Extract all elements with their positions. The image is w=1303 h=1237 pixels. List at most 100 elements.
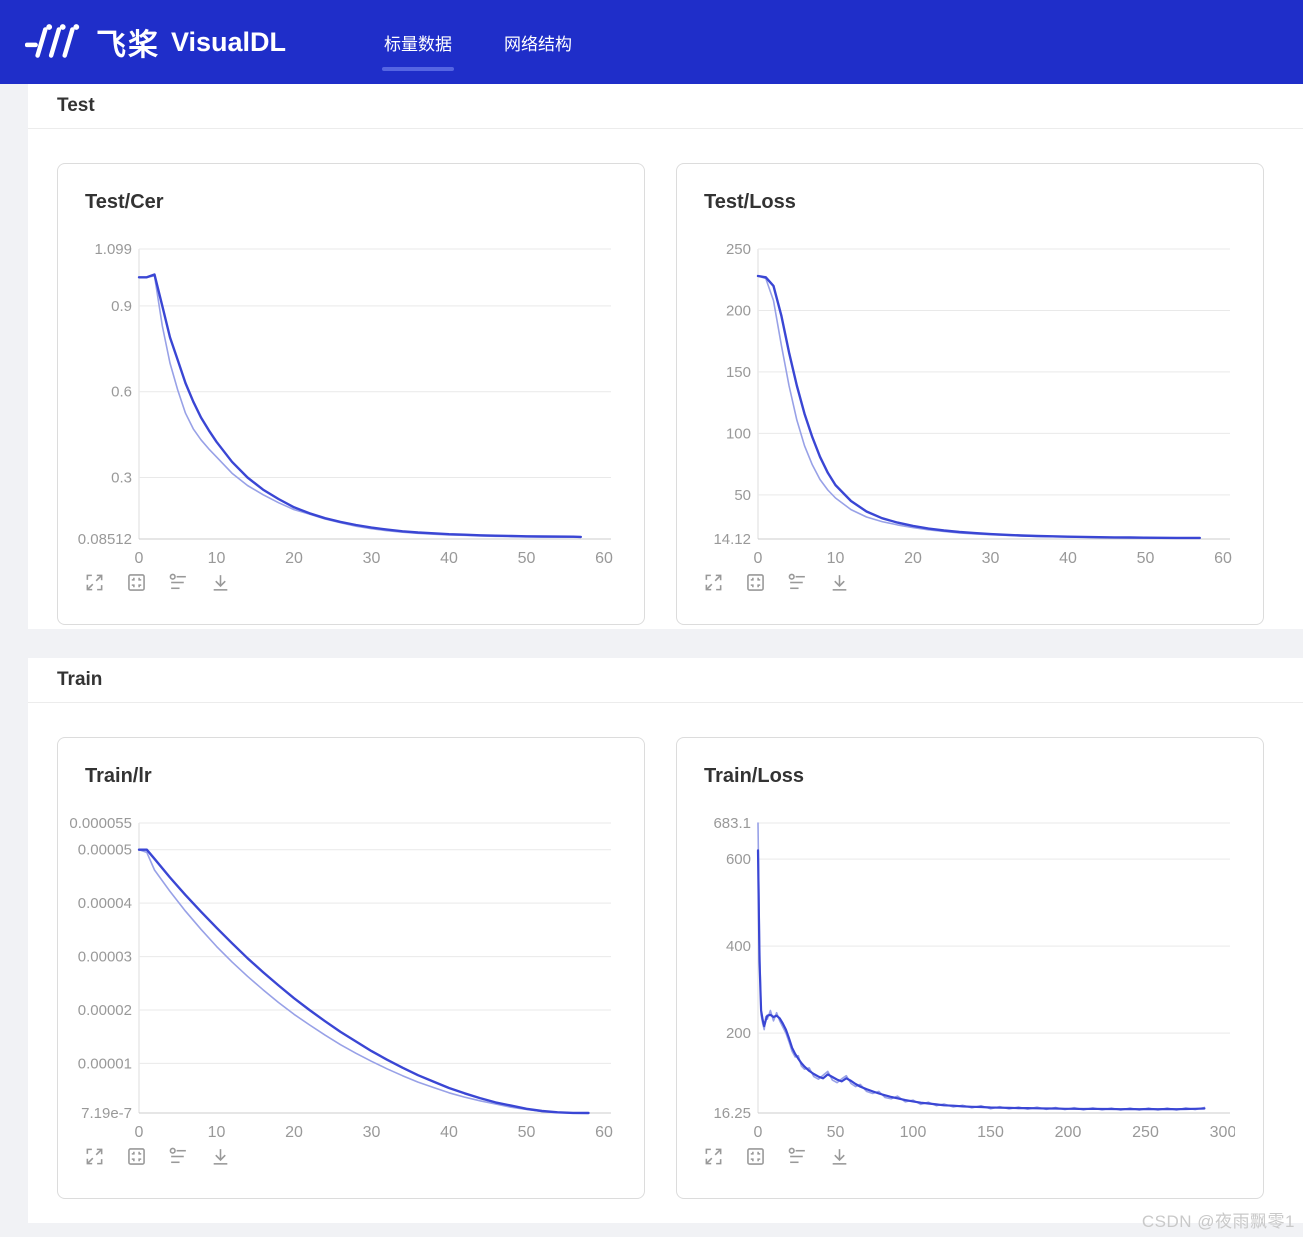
brand-name-en: VisualDL: [171, 26, 287, 57]
svg-text:10: 10: [208, 550, 226, 567]
csdn-watermark: CSDN @夜雨飘零1: [1141, 1212, 1295, 1231]
svg-text:250: 250: [726, 241, 751, 258]
svg-text:50: 50: [518, 550, 536, 567]
maximize-icon[interactable]: [703, 572, 724, 593]
chart-test-cer[interactable]: 1.099 0.9 0.6 0.3 0.08512 0 10 20 30 40 50 60: [58, 226, 644, 570]
svg-text:0: 0: [135, 550, 144, 567]
main-content: Test Test/Cer 1.099 0.9 0.6 0.3 0.08512 0 10 20…: [28, 84, 1303, 1223]
chart-test-loss[interactable]: 250 200 150 100 50 14.12 0 10 20 30 40 50 60: [677, 226, 1263, 570]
svg-text:60: 60: [595, 550, 613, 567]
svg-text:0: 0: [135, 1124, 144, 1141]
svg-text:150: 150: [726, 364, 751, 381]
chart-toolbar: [84, 1146, 644, 1167]
svg-text:100: 100: [726, 425, 751, 442]
actual-size-icon[interactable]: [126, 572, 147, 593]
line-chart-canvas[interactable]: 0.000055 0.00005 0.00004 0.00003 0.00002 0.00…: [58, 800, 616, 1144]
svg-text:50: 50: [827, 1124, 845, 1141]
svg-text:40: 40: [1059, 550, 1077, 567]
svg-text:20: 20: [904, 550, 922, 567]
runs-filter-icon[interactable]: [168, 1146, 189, 1167]
maximize-icon[interactable]: [84, 572, 105, 593]
svg-text:683.1: 683.1: [713, 815, 751, 832]
svg-text:50: 50: [734, 487, 751, 504]
chart-toolbar: [84, 572, 644, 593]
svg-text:100: 100: [900, 1124, 927, 1141]
chart-train-lr[interactable]: 0.000055 0.00005 0.00004 0.00003 0.00002 0.00…: [58, 800, 644, 1144]
app-header: 飞桨 VisualDL 标量数据 网络结构: [0, 0, 1303, 84]
section-train: Train Train/lr 0.000055 0.00005 0.00004 0.0…: [28, 658, 1303, 1223]
active-tab-underline: [382, 67, 455, 71]
svg-text:0: 0: [754, 550, 763, 567]
actual-size-icon[interactable]: [745, 1146, 766, 1167]
runs-filter-icon[interactable]: [168, 572, 189, 593]
svg-text:10: 10: [208, 1124, 226, 1141]
section-train-cards: Train/lr 0.000055 0.00005 0.00004 0.00003 0.…: [28, 703, 1303, 1223]
brand-name-cn: 飞桨: [96, 29, 160, 62]
svg-text:30: 30: [363, 1124, 381, 1141]
chart-card-test-loss: Test/Loss 250 200 150 100 50 14.12 0 10 20 30 40 50…: [676, 163, 1264, 625]
chart-card-test-cer: Test/Cer 1.099 0.9 0.6 0.3 0.08512 0 10 20 30 40 5…: [57, 163, 645, 625]
svg-text:40: 40: [440, 1124, 458, 1141]
maximize-icon[interactable]: [703, 1146, 724, 1167]
svg-text:300: 300: [1210, 1124, 1235, 1141]
paddlepaddle-logo-icon: [25, 24, 80, 58]
svg-text:0.6: 0.6: [111, 384, 132, 401]
svg-text:0.00002: 0.00002: [78, 1002, 132, 1019]
download-icon[interactable]: [210, 1146, 231, 1167]
svg-text:14.12: 14.12: [713, 531, 751, 548]
svg-text:600: 600: [726, 851, 751, 868]
section-test-cards: Test/Cer 1.099 0.9 0.6 0.3 0.08512 0 10 20 30 40 5…: [28, 129, 1303, 629]
chart-train-loss[interactable]: 683.1 600 400 200 16.25 0 50 100 150 200 250 300: [677, 800, 1263, 1144]
tab-scalar-data[interactable]: 标量数据: [358, 0, 478, 84]
runs-filter-icon[interactable]: [787, 572, 808, 593]
svg-text:0.3: 0.3: [111, 470, 132, 487]
tab-scalar-data-label: 标量数据: [384, 34, 453, 54]
line-chart-canvas[interactable]: 683.1 600 400 200 16.250 50 100 150 200 250 300: [677, 800, 1235, 1144]
line-chart-canvas[interactable]: 250 200 150 100 50 14.120 10 20 30 40 50 60: [677, 226, 1235, 570]
chart-title: Test/Loss: [704, 191, 796, 213]
actual-size-icon[interactable]: [745, 572, 766, 593]
svg-text:250: 250: [1132, 1124, 1159, 1141]
chart-title: Train/Loss: [704, 765, 805, 787]
svg-text:20: 20: [285, 1124, 303, 1141]
download-icon[interactable]: [829, 572, 850, 593]
svg-text:0.08512: 0.08512: [78, 531, 132, 548]
actual-size-icon[interactable]: [126, 1146, 147, 1167]
svg-text:0.000055: 0.000055: [69, 815, 132, 832]
download-icon[interactable]: [829, 1146, 850, 1167]
svg-text:200: 200: [726, 1025, 751, 1042]
svg-text:1.099: 1.099: [94, 241, 132, 258]
svg-text:40: 40: [440, 550, 458, 567]
chart-title: Train/lr: [85, 765, 152, 787]
section-train-title: Train: [28, 658, 1303, 703]
chart-toolbar: [703, 572, 1263, 593]
svg-text:400: 400: [726, 938, 751, 955]
maximize-icon[interactable]: [84, 1146, 105, 1167]
svg-text:0: 0: [754, 1124, 763, 1141]
svg-text:200: 200: [1055, 1124, 1082, 1141]
svg-text:200: 200: [726, 303, 751, 320]
svg-text:7.19e-7: 7.19e-7: [81, 1105, 132, 1122]
download-icon[interactable]: [210, 572, 231, 593]
svg-text:0.00003: 0.00003: [78, 949, 132, 966]
runs-filter-icon[interactable]: [787, 1146, 808, 1167]
app-logo: 飞桨 VisualDL: [25, 20, 286, 64]
svg-text:0.00001: 0.00001: [78, 1055, 132, 1072]
svg-text:0.9: 0.9: [111, 298, 132, 315]
svg-text:60: 60: [1214, 550, 1232, 567]
tab-network-structure-label: 网络结构: [504, 34, 573, 54]
svg-text:30: 30: [982, 550, 1000, 567]
svg-text:150: 150: [977, 1124, 1004, 1141]
svg-text:20: 20: [285, 550, 303, 567]
chart-card-train-loss: Train/Loss 683.1 600 400 200 16.25 0 50 100 150 2…: [676, 737, 1264, 1199]
svg-text:30: 30: [363, 550, 381, 567]
svg-text:50: 50: [1137, 550, 1155, 567]
section-test-title: Test: [28, 84, 1303, 129]
section-test: Test Test/Cer 1.099 0.9 0.6 0.3 0.08512 0 10 20…: [28, 84, 1303, 629]
tab-network-structure[interactable]: 网络结构: [478, 0, 598, 84]
svg-text:0.00004: 0.00004: [78, 895, 132, 912]
chart-title: Test/Cer: [85, 191, 164, 213]
svg-text:50: 50: [518, 1124, 536, 1141]
svg-text:16.25: 16.25: [713, 1105, 751, 1122]
